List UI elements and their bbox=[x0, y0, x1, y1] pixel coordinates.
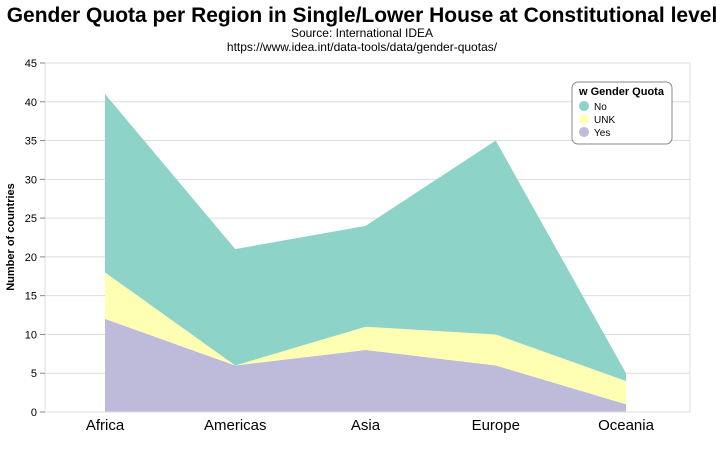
x-axis: Africa Americas Asia Europe Oceania bbox=[86, 417, 655, 434]
areas bbox=[105, 94, 626, 412]
y-tick-label: 45 bbox=[25, 58, 37, 70]
area-series-yes[interactable] bbox=[105, 318, 626, 412]
y-axis-label: Number of countries bbox=[5, 183, 17, 291]
area-series-unk[interactable] bbox=[105, 272, 626, 405]
area-series-no[interactable] bbox=[105, 94, 626, 381]
chart-title: Gender Quota per Region in Single/Lower … bbox=[7, 4, 716, 27]
legend-label-yes[interactable]: Yes bbox=[594, 128, 610, 139]
x-tick-label: Americas bbox=[204, 417, 267, 434]
y-tick-label: 30 bbox=[25, 174, 37, 186]
chart-subtitle-source: Source: International IDEA bbox=[291, 26, 433, 40]
y-tick-label: 15 bbox=[25, 291, 37, 303]
legend-title: w Gender Quota bbox=[578, 86, 665, 98]
y-tick-label: 0 bbox=[31, 407, 37, 419]
legend[interactable]: w Gender Quota No UNK Yes bbox=[571, 81, 673, 145]
y-axis: 0 5 10 15 20 25 30 35 40 45 bbox=[25, 58, 45, 419]
y-tick-label: 5 bbox=[31, 368, 37, 380]
plot-frame bbox=[44, 62, 691, 413]
legend-label-no[interactable]: No bbox=[594, 102, 607, 113]
x-tick-label: Oceania bbox=[598, 417, 655, 434]
legend-box bbox=[571, 81, 673, 145]
legend-label-unk[interactable]: UNK bbox=[594, 115, 615, 126]
legend-swatch-yes bbox=[579, 127, 589, 137]
y-tick-label: 40 bbox=[25, 97, 37, 109]
y-tick-label: 20 bbox=[25, 252, 37, 264]
legend-swatch-no bbox=[579, 101, 589, 111]
x-tick-label: Africa bbox=[86, 417, 125, 434]
legend-swatch-unk bbox=[579, 114, 589, 124]
chart-subtitle-url: https://www.idea.int/data-tools/data/gen… bbox=[227, 40, 498, 54]
y-tick-label: 10 bbox=[25, 329, 37, 341]
y-tick-label: 25 bbox=[25, 213, 37, 225]
y-tick-label: 35 bbox=[25, 136, 37, 148]
x-tick-label: Europe bbox=[472, 417, 520, 434]
x-tick-label: Asia bbox=[351, 417, 381, 434]
